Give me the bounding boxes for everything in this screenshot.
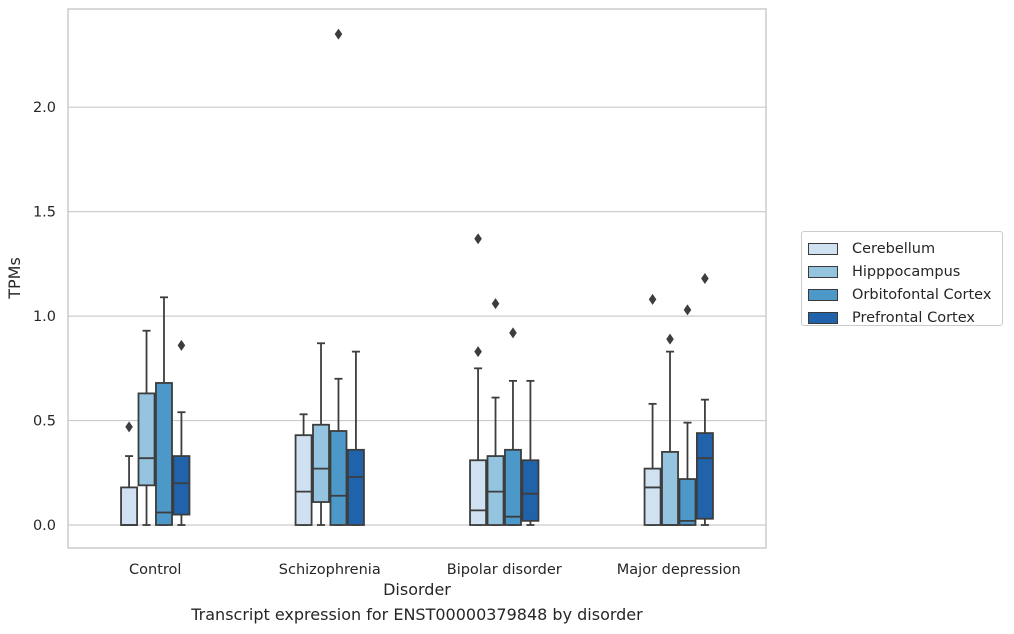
legend-swatch (808, 311, 838, 324)
y-tick-label: 0.0 (33, 518, 56, 534)
legend-item: Prefrontal Cortex (808, 306, 1002, 329)
x-tick-label: Schizophrenia (279, 562, 381, 578)
box-orbitofontal-cortex (504, 327, 522, 526)
box-iqr (329, 430, 348, 526)
legend-label: Hipppocampus (852, 263, 961, 280)
outlier-point (474, 346, 482, 358)
legend-item: Orbitofontal Cortex (808, 283, 1002, 306)
box-hipppocampus (137, 329, 156, 526)
box-iqr (120, 486, 139, 526)
legend-item: Cerebellum (808, 237, 1002, 260)
box-series (120, 28, 714, 526)
box-iqr (137, 392, 156, 487)
box-iqr (172, 455, 191, 516)
box-cerebellum (643, 293, 662, 526)
legend-swatch (808, 265, 838, 278)
box-iqr (643, 467, 662, 526)
legend-swatch (808, 242, 838, 255)
box-prefrontal-cortex (172, 339, 191, 526)
box-iqr (346, 448, 365, 526)
y-axis-ticks: 0.0 0.5 1.0 1.5 2.0 (33, 100, 56, 534)
box-cerebellum (469, 233, 488, 526)
legend-label: Prefrontal Cortex (852, 309, 975, 326)
outlier-point (491, 298, 500, 310)
legend-label: Cerebellum (852, 240, 936, 257)
outlier-point (474, 233, 482, 245)
box-orbitofontal-cortex (678, 304, 697, 526)
box-iqr (695, 432, 714, 520)
box-prefrontal-cortex (695, 273, 714, 526)
outlier-point (648, 293, 657, 305)
x-tick-label: Major depression (617, 562, 741, 578)
outlier-point (509, 327, 517, 339)
box-hipppocampus (661, 333, 679, 526)
legend: Cerebellum Hipppocampus Orbitofontal Corte… (801, 231, 1003, 326)
x-axis-label: Disorder (383, 580, 451, 599)
box-iqr (504, 448, 522, 526)
legend-label: Orbitofontal Cortex (852, 286, 992, 303)
box-iqr (661, 450, 679, 526)
x-axis-ticks: Control Schizophrenia Bipolar disorder Majo… (129, 562, 741, 578)
outlier-point (683, 304, 692, 316)
outlier-point (125, 421, 133, 433)
chart-caption: Transcript expression for ENST0000037984… (191, 605, 643, 624)
box-hipppocampus (486, 298, 505, 526)
box-iqr (312, 423, 330, 503)
box-prefrontal-cortex (521, 379, 540, 526)
box-iqr (294, 434, 313, 526)
plot-area-frame (67, 8, 767, 549)
outlier-point (177, 339, 186, 351)
x-tick-label: Control (129, 562, 181, 578)
box-iqr (469, 459, 488, 526)
box-iqr (521, 459, 540, 522)
box-orbitofontal-cortex (329, 28, 348, 526)
outlier-point (334, 28, 343, 40)
y-tick-label: 0.5 (33, 414, 56, 430)
outlier-point (666, 333, 674, 345)
box-iqr (486, 455, 505, 526)
outlier-point (701, 273, 709, 284)
y-axis-label: TPMs (5, 257, 24, 300)
box-iqr (678, 478, 697, 526)
box-prefrontal-cortex (346, 350, 365, 526)
y-tick-label: 1.5 (33, 205, 56, 221)
box-orbitofontal-cortex (155, 296, 173, 526)
box-cerebellum (294, 413, 313, 526)
y-tick-label: 2.0 (33, 100, 56, 116)
x-tick-label: Bipolar disorder (447, 562, 562, 578)
y-tick-label: 1.0 (33, 309, 56, 325)
legend-item: Hipppocampus (808, 260, 1002, 283)
box-iqr (155, 382, 173, 526)
legend-swatch (808, 288, 838, 301)
box-hipppocampus (312, 342, 330, 526)
box-cerebellum (120, 421, 139, 526)
